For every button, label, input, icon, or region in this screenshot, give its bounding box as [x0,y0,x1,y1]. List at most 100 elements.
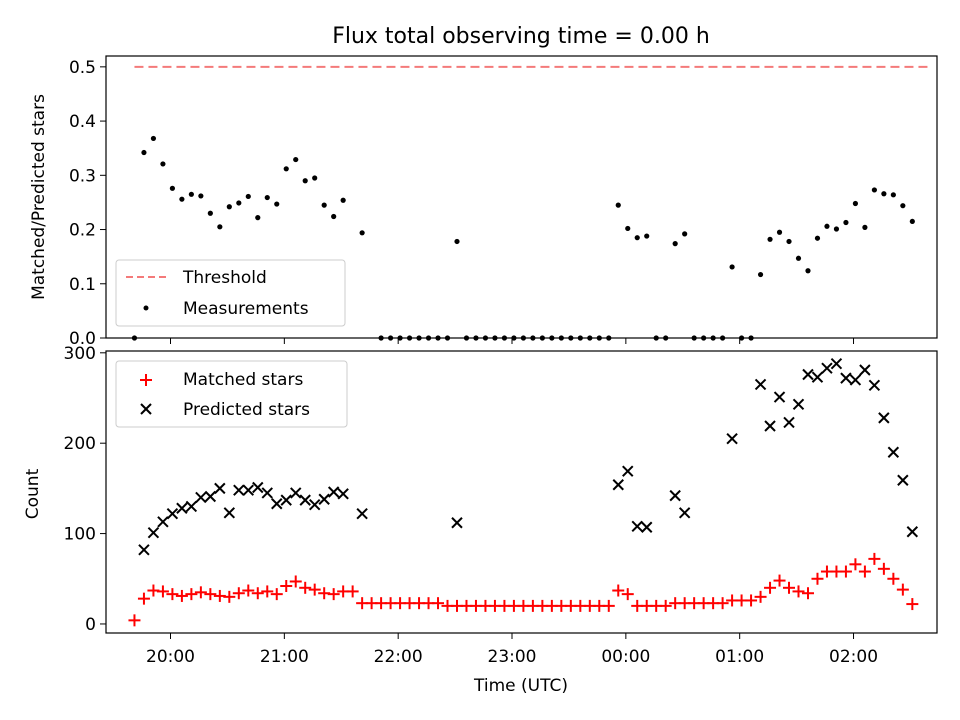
figure-title: Flux total observing time = 0.00 h [332,24,710,49]
measurement-point [776,229,783,235]
predicted-star-point [868,379,881,392]
measurement-point [786,238,792,245]
measurement-point [264,194,270,201]
top-y-tick-label: 0.3 [69,166,96,186]
top-x-ticks [170,338,855,344]
matched-stars-series [128,552,919,627]
matched-star-point [764,581,777,594]
predicted-star-point [821,362,833,374]
measurement-point [160,161,166,167]
predicted-star-point [138,544,150,556]
matched-star-point [346,585,359,598]
bottom-x-tick-label: 21:00 [260,647,309,667]
measurement-point [179,196,185,202]
x-axis-label: Time (UTC) [473,676,568,696]
matched-star-point [621,588,634,601]
predicted-star-point [840,372,852,384]
matched-star-point [612,584,625,597]
measurement-point [795,255,802,261]
matched-star-point [716,597,729,610]
bottom-y-tick-label: 100 [64,525,96,545]
measurement-point [207,210,213,216]
measurement-point [255,215,261,221]
predicted-star-point [233,484,245,496]
predicted-star-point [271,498,283,510]
top-legend-box [115,259,346,327]
predicted-star-point [726,432,738,445]
top-legend: Threshold Measurements [115,259,346,327]
predicted-star-point [166,507,179,520]
legend-matched-label: Matched stars [183,370,303,390]
matched-star-point [659,599,672,612]
predicted-star-point [887,446,900,458]
predicted-star-point [802,368,814,381]
measurement-point [331,213,337,220]
bottom-x-tick-label: 01:00 [715,647,764,667]
bottom-y-axis-label: Count [23,468,43,519]
matched-star-point [204,588,217,601]
legend-threshold-label: Threshold [182,268,267,288]
measurement-point [634,235,640,241]
predicted-star-point [631,520,643,533]
bottom-y-tick-label: 300 [64,344,96,364]
matched-star-point [327,588,340,601]
legend-measurements-swatch [143,305,149,311]
matched-star-point [849,558,862,571]
matched-star-point [242,584,255,597]
predicted-star-point [261,487,273,499]
matched-star-point [299,581,312,594]
measurement-point [644,233,650,239]
predicted-star-point [176,502,188,514]
top-panel: Matched/Predicted stars 0.00.10.20.30.40… [29,55,938,349]
predicted-star-point [147,526,160,539]
measurement-point [900,203,906,209]
predicted-star-point [773,391,786,403]
predicted-star-point [356,507,368,520]
measurement-point [188,191,194,197]
matched-star-point [906,598,919,611]
top-y-tick-label: 0.0 [69,329,96,349]
legend-measurements-label: Measurements [183,299,309,319]
measurement-point [169,185,176,191]
bottom-x-tick-label: 20:00 [146,647,195,667]
bottom-x-tick-label: 23:00 [488,647,537,667]
predicted-star-point [622,465,634,477]
matched-star-point [801,587,814,600]
predicted-star-point [878,412,890,424]
top-y-tick-label: 0.4 [69,112,96,132]
matched-star-point [792,585,805,598]
bottom-legend-box [115,360,348,428]
predicted-star-point [204,490,217,503]
measurement-point [843,219,849,226]
legend-matched-swatch [140,374,152,386]
measurement-point [217,224,223,230]
bottom-x-tick-label: 02:00 [829,647,878,667]
measurement-point [767,236,773,242]
bottom-y-ticks: 0 100 200 300 [64,344,106,635]
legend-predicted-label: Predicted stars [183,400,310,420]
matched-star-point [156,585,169,598]
predicted-star-point [157,516,169,528]
measurement-point [312,175,318,181]
top-y-ticks: 0.0 0.1 0.2 0.3 0.4 0.5 [69,58,106,349]
measurement-point [833,226,840,232]
predicted-star-point [783,416,795,429]
measurement-point [454,238,460,245]
matched-star-point [432,597,445,610]
measurement-point [757,271,764,278]
predicted-star-point [299,494,311,506]
matched-star-point [745,594,758,607]
matched-star-point [232,587,245,600]
measurement-point [321,202,327,208]
matched-star-point [128,614,141,627]
matched-star-point [194,586,207,599]
top-y-axis-label: Matched/Predicted stars [29,94,49,300]
top-y-tick-label: 0.5 [69,58,96,78]
matched-star-point [887,572,900,585]
predicted-star-point [669,489,681,502]
predicted-star-point [223,507,236,519]
top-plot-frame [105,55,938,339]
matched-star-point [754,590,767,603]
